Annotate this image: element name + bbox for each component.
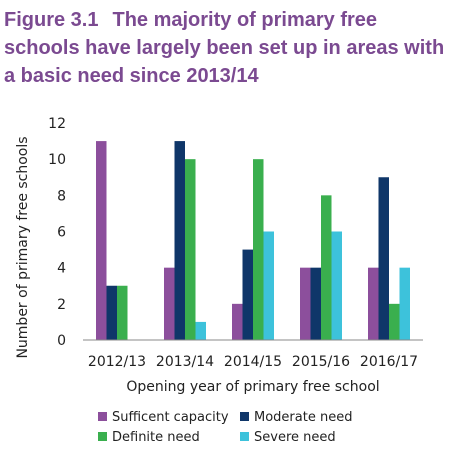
y-tick-label: 12 bbox=[48, 116, 66, 132]
x-tick-label: 2016/17 bbox=[360, 354, 418, 370]
bar bbox=[96, 141, 107, 340]
y-axis-ticks: 0 2 4 6 8 10 12 bbox=[48, 116, 66, 349]
x-tick-label: 2013/14 bbox=[156, 354, 214, 370]
y-tick-label: 2 bbox=[57, 297, 66, 313]
bar bbox=[378, 177, 389, 340]
bar bbox=[164, 267, 175, 340]
bar bbox=[185, 159, 196, 340]
x-axis-ticks: 2012/13 2013/14 2014/15 2015/16 2016/17 bbox=[88, 354, 418, 370]
y-axis-title: Number of primary free schools bbox=[15, 136, 31, 358]
x-axis-title: Opening year of primary free school bbox=[126, 379, 379, 395]
bar bbox=[106, 285, 117, 340]
legend-swatch bbox=[98, 432, 107, 441]
y-tick-label: 10 bbox=[48, 152, 66, 168]
legend-swatch bbox=[240, 432, 249, 441]
bars-group bbox=[96, 141, 410, 340]
bar bbox=[253, 159, 264, 340]
legend-label: Moderate need bbox=[254, 410, 352, 425]
bar bbox=[368, 267, 379, 340]
y-tick-label: 8 bbox=[57, 188, 66, 204]
bar bbox=[117, 285, 128, 340]
legend-label: Sufficent capacity bbox=[112, 410, 229, 425]
bar bbox=[232, 303, 243, 340]
bar bbox=[263, 231, 274, 340]
legend: Sufficent capacity Moderate need Definite … bbox=[98, 410, 352, 445]
legend-swatch bbox=[98, 412, 107, 421]
bar bbox=[321, 195, 332, 340]
legend-label: Definite need bbox=[112, 430, 200, 445]
bar bbox=[389, 303, 400, 340]
bar bbox=[300, 267, 311, 340]
bar bbox=[174, 141, 185, 340]
figure-title: Figure 3.1 The majority of primary free s… bbox=[4, 6, 458, 90]
legend-label: Severe need bbox=[254, 430, 336, 445]
x-tick-label: 2014/15 bbox=[224, 354, 282, 370]
figure-title-text: The majority of primary free schools hav… bbox=[4, 9, 445, 87]
y-tick-label: 0 bbox=[57, 333, 66, 349]
x-tick-label: 2015/16 bbox=[292, 354, 350, 370]
legend-swatch bbox=[240, 412, 249, 421]
bar bbox=[399, 267, 410, 340]
y-tick-label: 6 bbox=[57, 225, 66, 241]
bar bbox=[331, 231, 342, 340]
x-tick-label: 2012/13 bbox=[88, 354, 146, 370]
bar bbox=[195, 321, 206, 340]
bar bbox=[242, 249, 253, 340]
bar bbox=[310, 267, 321, 340]
figure-number: Figure 3.1 bbox=[4, 9, 99, 31]
y-tick-label: 4 bbox=[57, 261, 66, 277]
